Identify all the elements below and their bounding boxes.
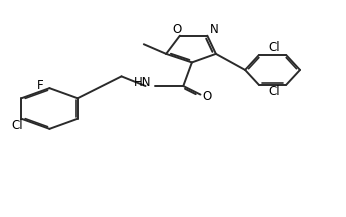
Text: Cl: Cl <box>268 41 280 54</box>
Text: Cl: Cl <box>11 119 23 132</box>
Text: HN: HN <box>134 76 152 89</box>
Text: F: F <box>37 79 43 92</box>
Text: N: N <box>210 23 219 36</box>
Text: Cl: Cl <box>268 85 280 98</box>
Text: O: O <box>173 23 182 36</box>
Text: O: O <box>203 90 212 103</box>
